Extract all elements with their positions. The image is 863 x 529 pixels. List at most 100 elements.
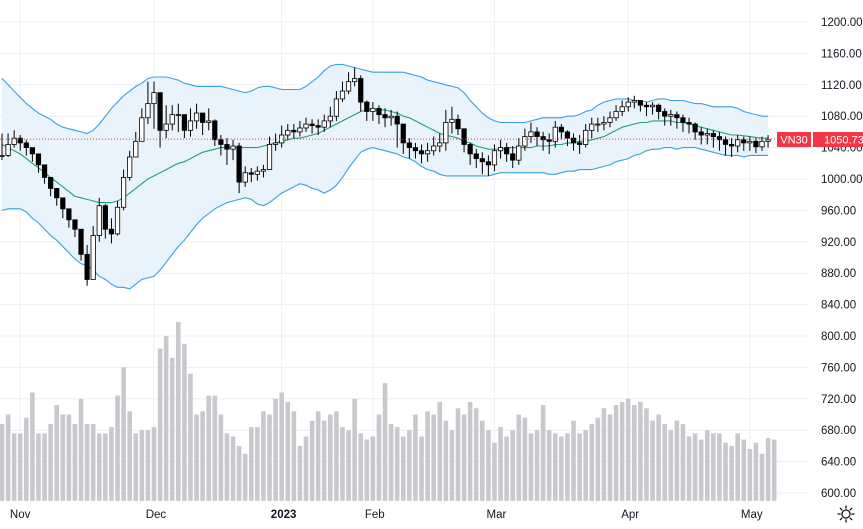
candle bbox=[558, 124, 564, 140]
volume-bar bbox=[30, 392, 35, 501]
candle-body bbox=[625, 101, 631, 108]
candle bbox=[72, 219, 78, 238]
candle-body bbox=[254, 170, 260, 175]
candle-body bbox=[309, 123, 315, 127]
candle-body bbox=[175, 114, 181, 117]
settings-gear-icon[interactable] bbox=[835, 503, 857, 525]
volume-bar bbox=[206, 395, 212, 501]
y-tick-label: 760.00 bbox=[821, 362, 856, 374]
candle-body bbox=[151, 92, 157, 105]
candle bbox=[236, 142, 242, 194]
candle-body bbox=[297, 127, 303, 133]
y-tick-label: 1080.00 bbox=[821, 111, 863, 123]
candle bbox=[339, 81, 346, 103]
candle-body bbox=[729, 144, 735, 147]
candle bbox=[127, 150, 133, 181]
candle bbox=[637, 100, 644, 112]
candle bbox=[631, 95, 637, 109]
candle-body bbox=[698, 131, 704, 136]
volume-bar bbox=[510, 430, 516, 501]
candle bbox=[187, 108, 194, 137]
candle-body bbox=[291, 129, 297, 133]
candle bbox=[212, 119, 218, 147]
candle-body bbox=[473, 153, 479, 159]
candle-body bbox=[17, 137, 23, 144]
time-axis[interactable]: Nov Dec 2023 Feb Mar Apr May bbox=[10, 509, 763, 521]
candle bbox=[370, 102, 376, 121]
candle-body bbox=[102, 205, 108, 230]
candle bbox=[504, 142, 510, 162]
candle bbox=[364, 100, 370, 121]
y-tick-label: 600.00 bbox=[821, 488, 856, 500]
volume-bar bbox=[413, 414, 418, 501]
candle-body bbox=[121, 177, 127, 208]
candle-body bbox=[643, 104, 650, 108]
candle bbox=[309, 119, 315, 134]
candle-body bbox=[145, 103, 151, 119]
candle bbox=[388, 109, 394, 126]
candle-body bbox=[479, 158, 485, 163]
volume-bar bbox=[455, 408, 461, 501]
candle bbox=[358, 75, 364, 112]
volume-bar bbox=[115, 395, 120, 501]
candle-body bbox=[680, 117, 686, 123]
price-axis[interactable]: 600.00 640.00 680.00 720.00 760.00 800.00 840.… bbox=[821, 17, 863, 500]
candle bbox=[497, 139, 504, 159]
volume-bar bbox=[552, 433, 558, 501]
candle bbox=[35, 153, 42, 173]
volume-bar bbox=[66, 414, 72, 501]
volume-bar bbox=[273, 398, 278, 501]
candle bbox=[680, 114, 686, 132]
candle bbox=[108, 218, 115, 244]
candle-body bbox=[528, 131, 534, 138]
volume-bar bbox=[352, 398, 357, 501]
volume-bar bbox=[638, 401, 643, 501]
volume-bar bbox=[425, 411, 430, 501]
candle-body bbox=[753, 140, 759, 148]
candle-body bbox=[722, 139, 729, 145]
candle-body bbox=[388, 115, 394, 119]
candle bbox=[175, 103, 181, 132]
volume-bar bbox=[473, 408, 479, 501]
volume-bar bbox=[711, 433, 716, 501]
candle bbox=[710, 130, 716, 148]
volume-bar bbox=[516, 414, 522, 501]
volume-bar bbox=[504, 436, 509, 501]
candle bbox=[291, 124, 297, 139]
price-tag-bg bbox=[813, 132, 863, 147]
volume-bar bbox=[376, 414, 382, 501]
volume-bar bbox=[255, 427, 260, 501]
candle bbox=[619, 100, 625, 117]
x-tick-label: May bbox=[741, 509, 763, 521]
volume-bar bbox=[692, 433, 698, 501]
volume-bar bbox=[230, 436, 236, 501]
candle-body bbox=[534, 131, 540, 138]
volume-bar bbox=[121, 367, 126, 501]
volume-bar bbox=[358, 433, 364, 501]
volume-bar bbox=[200, 411, 205, 501]
candle bbox=[729, 138, 735, 158]
volume-bar bbox=[388, 423, 394, 501]
volume-bar bbox=[546, 430, 552, 501]
candle-body bbox=[84, 253, 90, 280]
candle bbox=[643, 102, 650, 117]
candle-body bbox=[54, 188, 60, 199]
volume-bar bbox=[11, 433, 17, 501]
candle-body bbox=[0, 155, 5, 157]
volume-bar bbox=[589, 423, 595, 501]
candle bbox=[467, 142, 473, 165]
candle bbox=[321, 114, 327, 132]
candle bbox=[352, 67, 358, 87]
candle-body bbox=[5, 144, 11, 156]
candle-body bbox=[41, 164, 48, 178]
candle-body bbox=[169, 114, 175, 125]
volume-bar bbox=[480, 420, 485, 501]
volume-bar bbox=[498, 427, 503, 501]
candle-body bbox=[455, 118, 461, 130]
candle bbox=[17, 135, 23, 151]
candle bbox=[206, 108, 212, 131]
candle bbox=[169, 105, 175, 131]
candle-body bbox=[583, 129, 589, 145]
candle bbox=[121, 169, 127, 211]
